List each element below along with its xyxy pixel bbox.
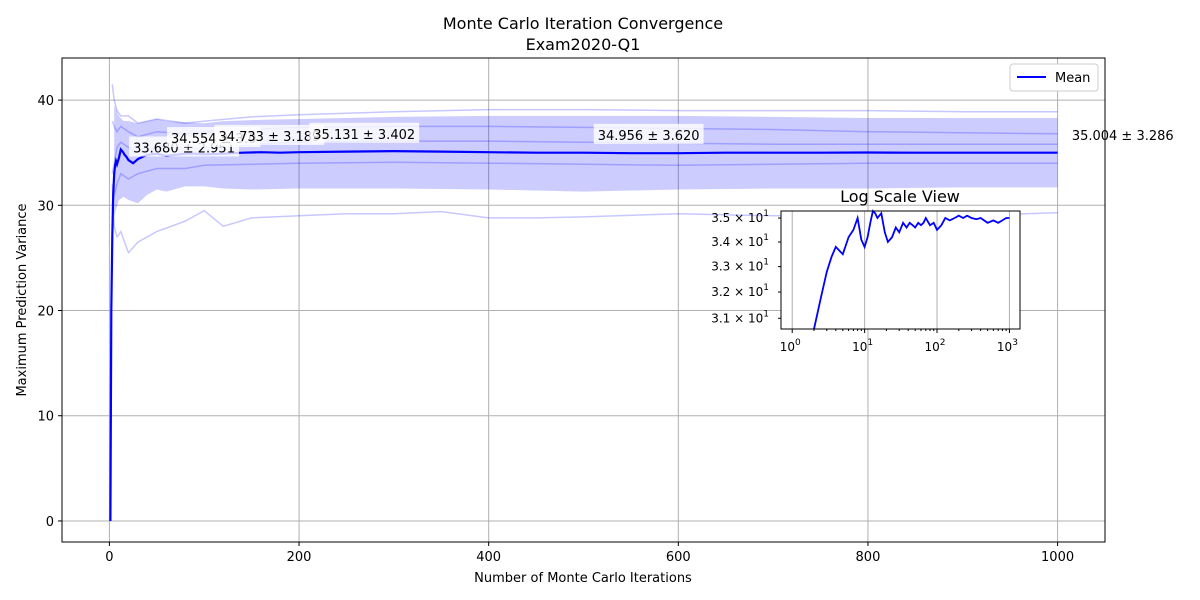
inset-x-tick-base: 10 xyxy=(925,340,940,354)
run-trace-line xyxy=(111,84,1058,125)
x-tick-label: 200 xyxy=(287,550,312,565)
legend: Mean xyxy=(1009,63,1099,92)
y-tick-label: 40 xyxy=(37,94,54,109)
y-tick-label: 10 xyxy=(37,410,54,425)
chart-title: Monte Carlo Iteration Convergence xyxy=(443,14,723,33)
x-tick-label: 600 xyxy=(666,550,691,565)
inset-y-tick-label: 3.5 × 101 xyxy=(711,209,769,225)
annotation: 34.733 ± 3.189 xyxy=(214,124,325,145)
inset-y-tick-exp: 1 xyxy=(763,233,769,243)
annotation: 35.004 ± 3.286 xyxy=(1067,123,1178,144)
x-tick-label: 0 xyxy=(105,550,113,565)
x-axis-ticks: 0 200 400 600 800 1000 xyxy=(105,542,1074,565)
inset-x-tick-base: 10 xyxy=(997,340,1012,354)
inset-mean-line xyxy=(813,209,1010,330)
main-plot-frame xyxy=(61,57,1106,543)
inset-y-tick-label: 3.4 × 101 xyxy=(711,233,769,249)
inset-x-tick-base: 10 xyxy=(780,340,795,354)
inset-x-tick-label: 102 xyxy=(925,338,946,354)
inset-y-tick-mantissa: 3.5 × 10 xyxy=(711,211,763,225)
inset-y-tick-mantissa: 3.4 × 10 xyxy=(711,235,763,249)
run-trace-line xyxy=(111,161,1058,206)
annotation-label: 34.733 ± 3.189 xyxy=(218,130,320,145)
inset-x-tick-exp: 1 xyxy=(867,338,873,348)
inset-y-tick-label: 3.1 × 101 xyxy=(711,309,769,325)
inset-x-tick-exp: 2 xyxy=(940,338,946,348)
inset-x-tick-label: 100 xyxy=(780,338,801,354)
inset-frame xyxy=(780,210,1021,330)
y-tick-label: 20 xyxy=(37,305,54,320)
y-axis-label: Maximum Prediction Variance xyxy=(15,203,30,396)
inset-y-tick-exp: 1 xyxy=(763,258,769,268)
inset-x-ticks: 100 101 102 103 xyxy=(780,329,1018,354)
annotation-label: 35.131 ± 3.402 xyxy=(313,128,415,143)
y-tick-label: 30 xyxy=(37,199,54,214)
annotation: 35.131 ± 3.402 xyxy=(309,122,420,143)
x-tick-label: 800 xyxy=(856,550,881,565)
inset-y-tick-exp: 1 xyxy=(763,309,769,319)
annotation: 34.956 ± 3.620 xyxy=(593,123,704,144)
inset-x-tick-base: 10 xyxy=(852,340,867,354)
chart-subtitle: Exam2020-Q1 xyxy=(526,35,641,54)
annotation-box xyxy=(309,122,420,143)
inset-title: Log Scale View xyxy=(840,187,960,206)
x-tick-label: 1000 xyxy=(1041,550,1074,565)
inset-y-tick-mantissa: 3.1 × 10 xyxy=(711,311,763,325)
inset-x-tick-exp: 0 xyxy=(795,338,801,348)
legend-mean-label: Mean xyxy=(1055,71,1090,86)
annotation-box xyxy=(593,123,704,144)
annotation-box xyxy=(214,124,325,145)
legend-box xyxy=(1009,63,1099,92)
x-axis-label: Number of Monte Carlo Iterations xyxy=(474,571,692,586)
inset-y-tick-label: 3.2 × 101 xyxy=(711,283,769,299)
inset-x-tick-exp: 3 xyxy=(1012,338,1018,348)
run-traces xyxy=(111,84,1058,255)
annotation-label: 35.004 ± 3.286 xyxy=(1072,129,1174,144)
inset-x-tick-label: 101 xyxy=(852,338,873,354)
inset-mean-series xyxy=(813,209,1010,330)
inset-x-tick-label: 103 xyxy=(997,338,1018,354)
annotation-label: 34.956 ± 3.620 xyxy=(598,129,700,144)
inset-y-tick-exp: 1 xyxy=(763,283,769,293)
inset-y-tick-label: 3.3 × 101 xyxy=(711,258,769,274)
inset-y-tick-exp: 1 xyxy=(763,209,769,219)
inset-y-tick-mantissa: 3.3 × 10 xyxy=(711,260,763,274)
y-tick-label: 0 xyxy=(46,515,54,530)
run-trace-line xyxy=(111,184,1058,255)
x-tick-label: 400 xyxy=(476,550,501,565)
y-axis-ticks: 0 10 20 30 40 xyxy=(37,94,62,530)
inset-y-tick-mantissa: 3.2 × 10 xyxy=(711,285,763,299)
annotation-box xyxy=(1067,123,1178,144)
